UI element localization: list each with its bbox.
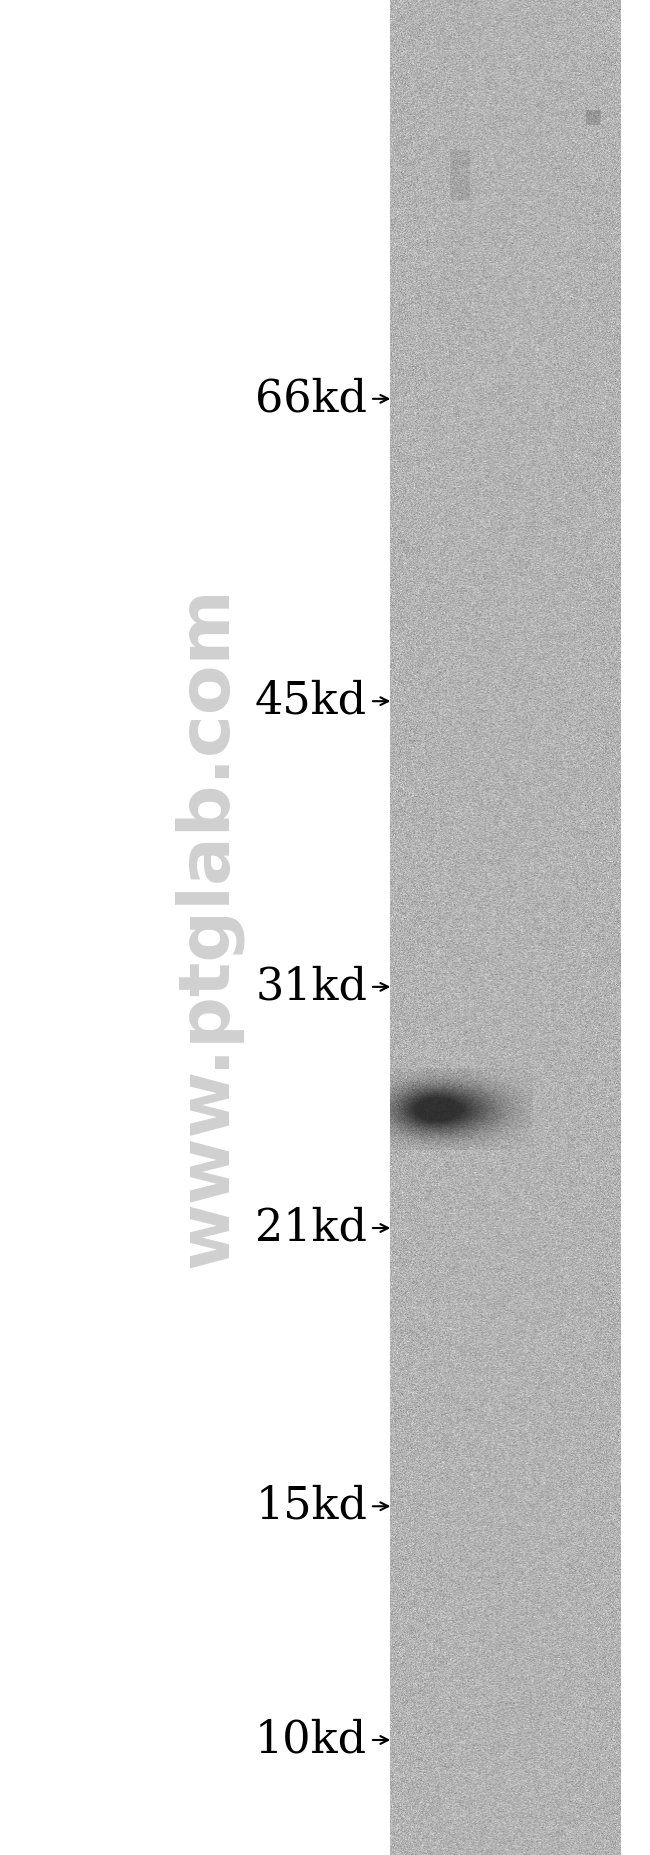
Text: 21kd: 21kd [255, 1206, 388, 1250]
Text: www.ptglab.com: www.ptglab.com [174, 586, 242, 1269]
Text: 10kd: 10kd [255, 1718, 388, 1762]
Text: 45kd: 45kd [255, 679, 388, 723]
Text: 66kd: 66kd [255, 377, 388, 421]
Text: 31kd: 31kd [255, 965, 388, 1009]
Text: 15kd: 15kd [255, 1484, 388, 1529]
